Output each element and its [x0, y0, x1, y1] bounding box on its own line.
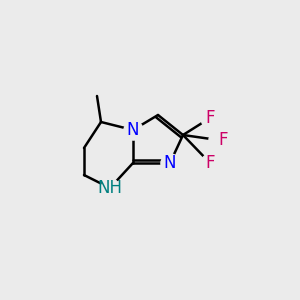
- Text: N: N: [127, 121, 139, 139]
- Text: F: F: [205, 154, 215, 172]
- Text: NH: NH: [98, 179, 122, 197]
- Text: N: N: [164, 154, 176, 172]
- Text: F: F: [205, 109, 215, 127]
- Text: F: F: [218, 131, 227, 149]
